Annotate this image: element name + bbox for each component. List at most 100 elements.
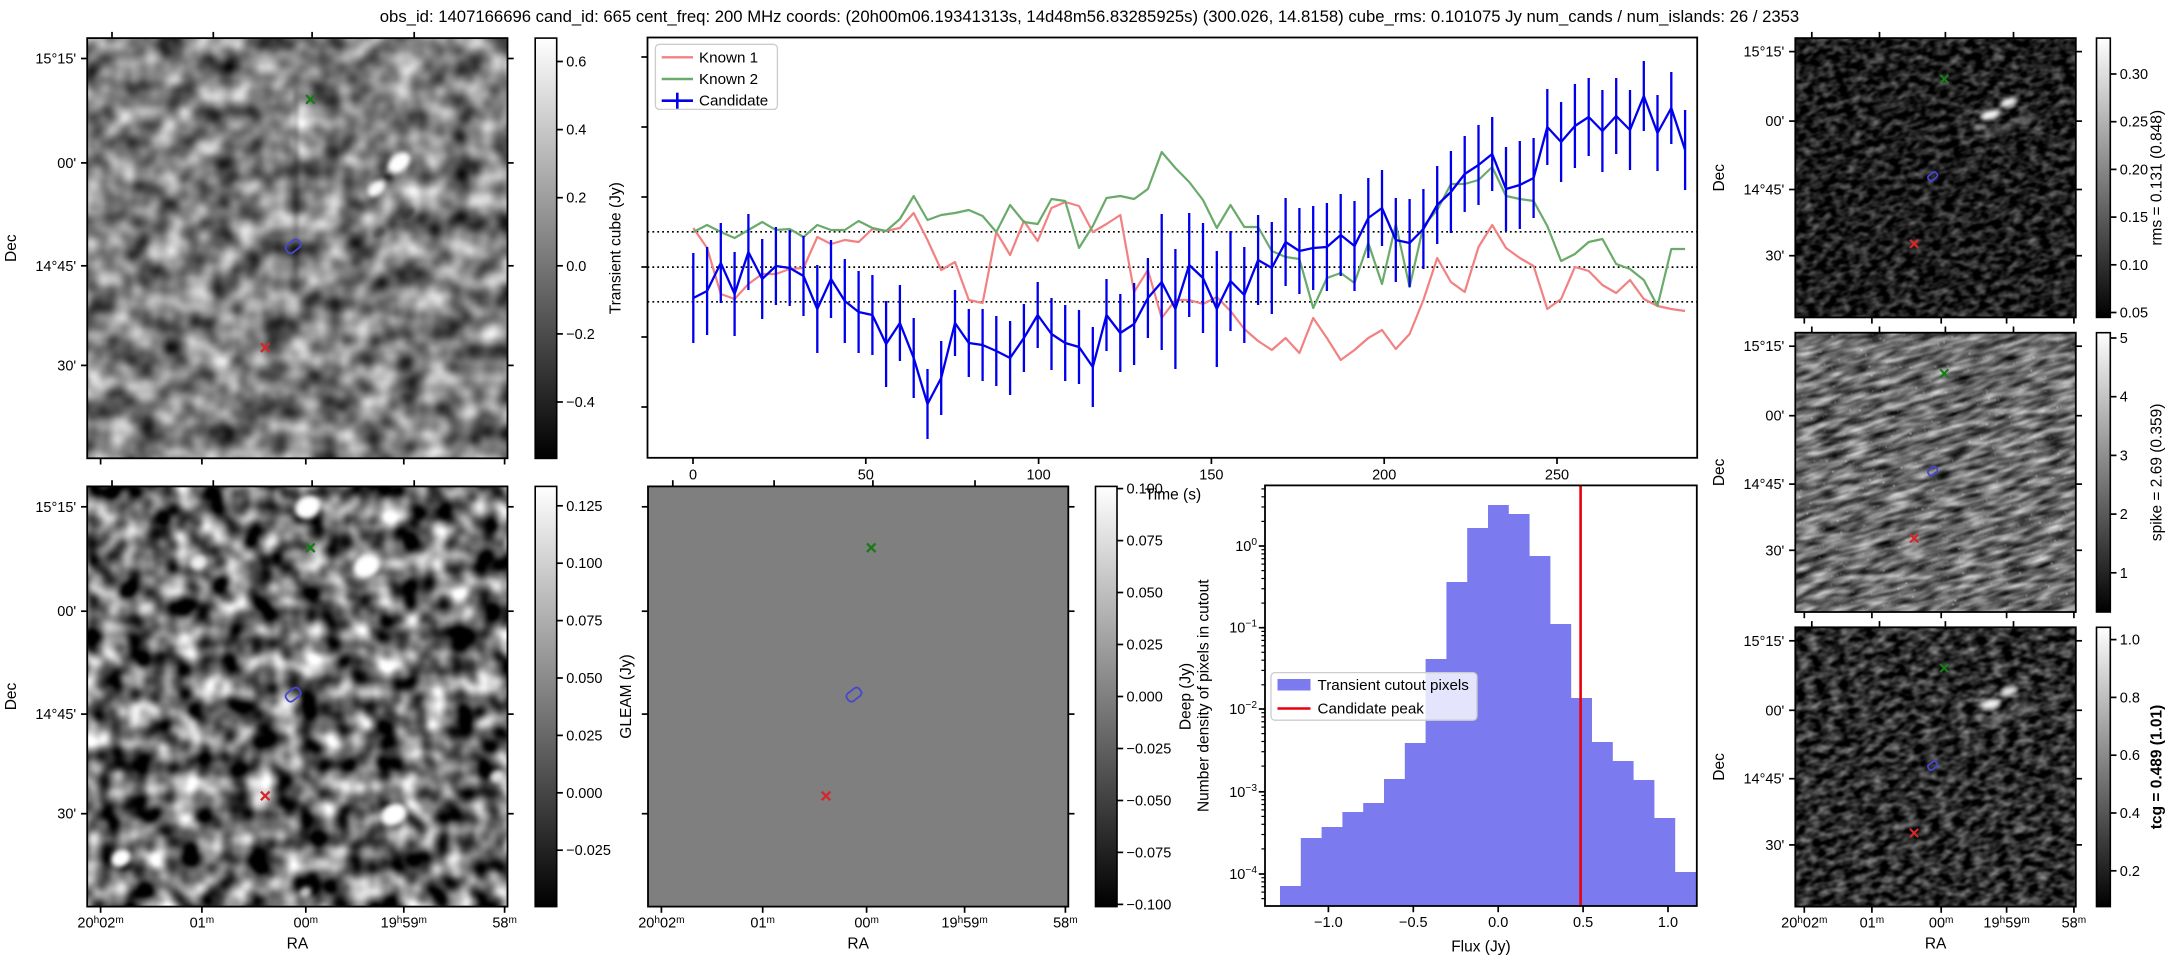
- svg-text:15°15': 15°15': [1743, 634, 1784, 650]
- svg-text:RA: RA: [1925, 936, 1947, 953]
- svg-text:01m: 01m: [1860, 915, 1885, 932]
- svg-text:150: 150: [1199, 467, 1223, 483]
- svg-text:0.100: 0.100: [1127, 482, 1163, 498]
- svg-text:0.075: 0.075: [566, 614, 602, 630]
- svg-text:0.000: 0.000: [1127, 690, 1163, 706]
- svg-text:4: 4: [2120, 390, 2128, 406]
- svg-text:19h59m: 19h59m: [1983, 915, 2029, 932]
- svg-text:58m: 58m: [1053, 915, 1078, 932]
- svg-text:15°15': 15°15': [1743, 45, 1784, 61]
- svg-text:00': 00': [1765, 114, 1784, 130]
- svg-text:−0.025: −0.025: [566, 843, 611, 859]
- svg-text:00m: 00m: [1929, 915, 1954, 932]
- svg-text:0.4: 0.4: [2120, 806, 2140, 822]
- svg-text:50: 50: [858, 467, 874, 483]
- svg-text:−0.5: −0.5: [1399, 915, 1428, 931]
- svg-text:30': 30': [1765, 249, 1784, 265]
- svg-text:−1.0: −1.0: [1314, 915, 1343, 931]
- svg-text:−0.075: −0.075: [1127, 845, 1172, 861]
- svg-text:14°45': 14°45': [1743, 477, 1784, 493]
- svg-text:58m: 58m: [492, 915, 517, 932]
- svg-text:Deep (Jy): Deep (Jy): [1178, 663, 1195, 730]
- svg-text:01m: 01m: [750, 915, 775, 932]
- svg-text:Transient cube (Jy): Transient cube (Jy): [607, 182, 624, 314]
- svg-text:2: 2: [2120, 507, 2128, 523]
- svg-text:5: 5: [2120, 331, 2128, 347]
- svg-text:0.050: 0.050: [566, 671, 602, 687]
- svg-text:30': 30': [57, 358, 76, 374]
- svg-text:30': 30': [1765, 543, 1784, 559]
- svg-text:1.0: 1.0: [2120, 633, 2140, 649]
- svg-text:0.8: 0.8: [2120, 690, 2140, 706]
- svg-text:0.05: 0.05: [2120, 306, 2148, 322]
- svg-text:Number density of pixels in cu: Number density of pixels in cutout: [1196, 579, 1213, 812]
- svg-text:250: 250: [1545, 467, 1569, 483]
- svg-text:obs_id: 1407166696 cand_id: 66: obs_id: 1407166696 cand_id: 665 cent_fre…: [380, 7, 1799, 26]
- svg-text:1: 1: [2120, 566, 2128, 582]
- svg-text:0.2: 0.2: [566, 191, 586, 207]
- svg-text:1.0: 1.0: [1658, 915, 1678, 931]
- svg-text:0.100: 0.100: [566, 556, 602, 572]
- svg-text:0.10: 0.10: [2120, 258, 2148, 274]
- svg-text:00': 00': [1765, 409, 1784, 425]
- svg-text:0.025: 0.025: [566, 728, 602, 744]
- svg-text:0.2: 0.2: [2120, 864, 2140, 880]
- svg-text:Dec: Dec: [1711, 164, 1728, 192]
- svg-text:Transient cutout pixels: Transient cutout pixels: [1318, 677, 1470, 694]
- svg-text:0.025: 0.025: [1127, 638, 1163, 654]
- svg-text:0.25: 0.25: [2120, 115, 2148, 131]
- svg-text:Candidate: Candidate: [699, 93, 768, 110]
- svg-text:0.0: 0.0: [566, 259, 586, 275]
- svg-text:14°45': 14°45': [1743, 183, 1784, 199]
- svg-text:100: 100: [1026, 467, 1050, 483]
- svg-text:0.15: 0.15: [2120, 210, 2148, 226]
- svg-text:Dec: Dec: [3, 234, 20, 262]
- svg-text:00': 00': [1765, 703, 1784, 719]
- svg-text:00': 00': [57, 156, 76, 172]
- svg-text:0.6: 0.6: [566, 55, 586, 71]
- svg-text:Dec: Dec: [1711, 458, 1728, 486]
- svg-text:0.125: 0.125: [566, 499, 602, 515]
- svg-text:RA: RA: [847, 936, 869, 953]
- svg-text:rms = 0.131 (0.848): rms = 0.131 (0.848): [2149, 110, 2166, 246]
- svg-text:58m: 58m: [2062, 915, 2087, 932]
- svg-text:19h59m: 19h59m: [381, 915, 427, 932]
- svg-text:20h02m: 20h02m: [77, 915, 123, 932]
- svg-text:30': 30': [1765, 838, 1784, 854]
- svg-text:15°15': 15°15': [35, 52, 76, 68]
- svg-text:Candidate peak: Candidate peak: [1318, 701, 1425, 718]
- svg-text:Dec: Dec: [3, 682, 20, 710]
- svg-text:0: 0: [689, 467, 697, 483]
- svg-text:15°15': 15°15': [35, 500, 76, 516]
- svg-text:3: 3: [2120, 448, 2128, 464]
- svg-text:14°45': 14°45': [35, 707, 76, 723]
- svg-text:GLEAM (Jy): GLEAM (Jy): [618, 654, 635, 738]
- svg-text:0.000: 0.000: [566, 786, 602, 802]
- svg-text:0.050: 0.050: [1127, 586, 1163, 602]
- svg-text:spike = 2.69 (0.359): spike = 2.69 (0.359): [2149, 404, 2166, 541]
- svg-text:200: 200: [1372, 467, 1396, 483]
- svg-text:20h02m: 20h02m: [1781, 915, 1827, 932]
- svg-text:tcg = 0.489 (1.01): tcg = 0.489 (1.01): [2149, 705, 2166, 830]
- svg-text:01m: 01m: [190, 915, 215, 932]
- svg-text:0.4: 0.4: [566, 123, 586, 139]
- svg-text:15°15': 15°15': [1743, 339, 1784, 355]
- svg-text:RA: RA: [287, 936, 309, 953]
- svg-text:14°45': 14°45': [1743, 772, 1784, 788]
- svg-text:0.5: 0.5: [1573, 915, 1593, 931]
- svg-text:−0.025: −0.025: [1127, 742, 1172, 758]
- svg-text:00m: 00m: [294, 915, 319, 932]
- svg-text:Flux (Jy): Flux (Jy): [1451, 939, 1510, 956]
- svg-text:−0.050: −0.050: [1127, 794, 1172, 810]
- svg-text:Time (s): Time (s): [1145, 487, 1201, 504]
- svg-text:0.075: 0.075: [1127, 534, 1163, 550]
- svg-text:Known 2: Known 2: [699, 71, 758, 88]
- svg-text:0.0: 0.0: [1488, 915, 1508, 931]
- svg-text:0.6: 0.6: [2120, 748, 2140, 764]
- svg-text:−0.4: −0.4: [566, 395, 595, 411]
- svg-text:14°45': 14°45': [35, 259, 76, 275]
- svg-text:00m: 00m: [854, 915, 879, 932]
- svg-text:0.20: 0.20: [2120, 162, 2148, 178]
- svg-text:Dec: Dec: [1711, 753, 1728, 781]
- svg-text:30': 30': [57, 807, 76, 823]
